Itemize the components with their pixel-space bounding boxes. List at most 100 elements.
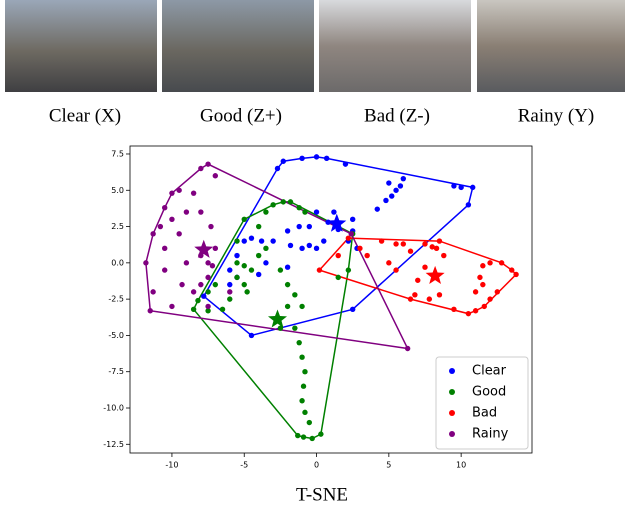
- point: [162, 204, 168, 211]
- photo: [477, 0, 625, 92]
- point: [494, 289, 500, 295]
- point: [169, 190, 175, 196]
- point: [227, 289, 233, 295]
- point: [205, 274, 211, 281]
- point: [296, 204, 302, 211]
- point: [306, 223, 313, 230]
- image-caption: Clear (X): [49, 105, 121, 126]
- point: [349, 216, 356, 223]
- point: [205, 289, 211, 295]
- point: [393, 241, 399, 247]
- point: [407, 296, 414, 302]
- x-tick-label: 10: [456, 461, 466, 470]
- point: [451, 183, 457, 189]
- point: [205, 161, 211, 167]
- point: [274, 165, 281, 172]
- point: [429, 244, 435, 250]
- point: [179, 281, 185, 288]
- point: [263, 209, 269, 215]
- y-tick-label: 0.0: [111, 258, 124, 267]
- point: [212, 245, 219, 252]
- photo: [162, 0, 314, 92]
- point: [331, 209, 337, 215]
- point: [465, 310, 472, 317]
- point: [234, 252, 240, 259]
- point: [465, 202, 472, 208]
- point: [299, 245, 305, 252]
- point: [157, 223, 164, 230]
- point: [150, 231, 156, 237]
- point: [234, 238, 240, 244]
- point: [287, 199, 294, 205]
- y-tick-label: -7.5: [108, 367, 124, 376]
- point: [470, 184, 476, 191]
- point: [299, 155, 305, 162]
- y-tick-label: -5.0: [108, 331, 124, 340]
- centroid-star: [267, 309, 288, 328]
- point: [169, 216, 175, 223]
- point: [248, 235, 255, 241]
- point: [287, 242, 294, 249]
- point: [162, 267, 168, 273]
- point: [284, 264, 291, 270]
- point: [422, 264, 428, 270]
- point: [498, 260, 505, 266]
- point: [451, 306, 457, 312]
- point: [321, 238, 327, 244]
- point: [386, 260, 392, 266]
- photo: [319, 0, 471, 92]
- point: [219, 306, 226, 312]
- point: [302, 209, 308, 215]
- point: [205, 303, 211, 310]
- point: [227, 296, 233, 302]
- point: [227, 281, 233, 288]
- image-caption: Bad (Z-): [364, 105, 430, 126]
- point: [412, 292, 418, 298]
- point: [295, 432, 301, 439]
- point: [190, 289, 197, 295]
- point: [248, 267, 255, 273]
- point: [302, 369, 308, 375]
- y-tick-label: -2.5: [108, 295, 124, 304]
- point: [227, 267, 233, 273]
- x-tick-label: -10: [165, 461, 178, 470]
- legend-label: Clear: [472, 364, 507, 379]
- point: [208, 223, 214, 230]
- point: [313, 154, 320, 160]
- x-tick-label: 0: [314, 461, 319, 470]
- point: [198, 281, 204, 288]
- point: [263, 245, 269, 252]
- y-tick-label: -10.0: [103, 404, 124, 413]
- point: [357, 245, 363, 252]
- point: [280, 199, 286, 205]
- point: [183, 260, 190, 266]
- point: [209, 263, 216, 269]
- point: [348, 231, 354, 237]
- point: [277, 325, 284, 331]
- point: [241, 281, 247, 288]
- point: [345, 267, 352, 273]
- centroid-star: [425, 265, 445, 284]
- point: [487, 260, 493, 266]
- y-tick-label: 5.0: [111, 186, 124, 195]
- point: [335, 252, 341, 259]
- point: [422, 241, 428, 247]
- plot: -10 -5 0 5 10 -12.5 -10.0 -7.5 -5.0 -2.5 0.0 2.5 5.0…: [103, 145, 533, 470]
- point: [472, 308, 479, 314]
- point: [147, 308, 153, 314]
- centroid-star: [194, 239, 214, 258]
- point: [480, 263, 486, 269]
- point: [477, 274, 483, 281]
- point: [342, 161, 349, 167]
- photo: [5, 0, 157, 92]
- point: [150, 289, 156, 295]
- legend-marker: [449, 431, 455, 437]
- point: [415, 277, 421, 283]
- point: [480, 281, 486, 288]
- point: [397, 183, 404, 189]
- point: [299, 303, 305, 310]
- point: [234, 274, 240, 281]
- image-caption: Rainy (Y): [518, 105, 595, 126]
